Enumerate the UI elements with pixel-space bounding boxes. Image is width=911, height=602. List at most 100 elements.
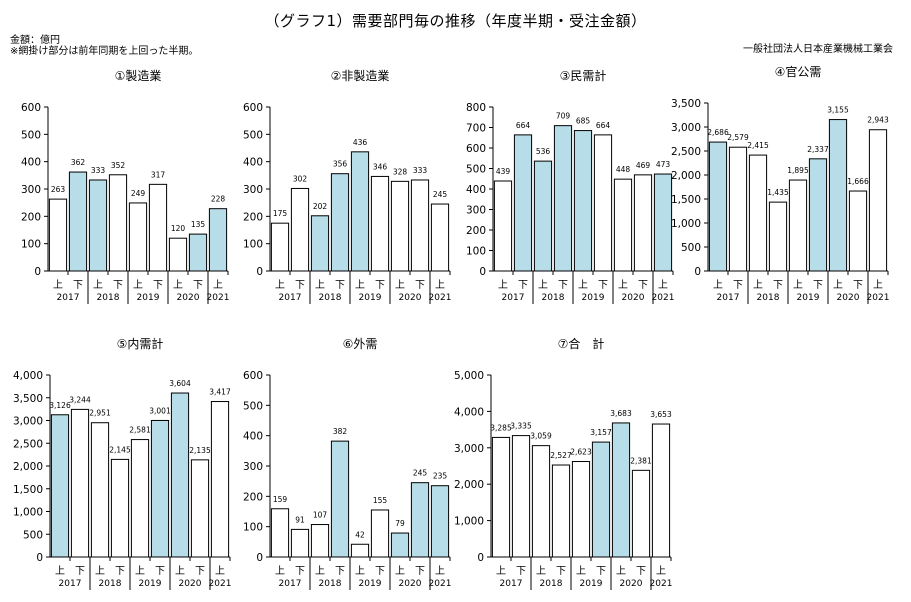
bar — [633, 174, 653, 272]
chart-title: ⑤内需計 — [117, 336, 164, 351]
bar — [808, 158, 828, 272]
data-label: 356 — [333, 160, 348, 169]
bar — [611, 422, 631, 558]
unit-note: 金額：億円 — [10, 35, 60, 46]
x-tick-label: 上 — [315, 565, 325, 577]
data-label: 685 — [576, 117, 591, 126]
x-tick-label: 上 — [53, 279, 63, 291]
bar — [631, 469, 651, 558]
y-tick-label: 1,000 — [13, 507, 43, 519]
x-tick-label: 上 — [753, 279, 763, 291]
year-label: 2020 — [179, 579, 202, 589]
bar — [110, 458, 130, 558]
bar — [788, 179, 808, 272]
data-label: 2,943 — [867, 116, 889, 125]
year-label: 2021 — [209, 579, 232, 589]
x-tick-label: 上 — [315, 279, 325, 291]
y-tick-label: 600 — [466, 143, 486, 155]
x-tick-label: 下 — [193, 280, 203, 291]
data-label: 91 — [295, 515, 305, 524]
x-tick-label: 上 — [135, 565, 145, 577]
x-tick-label: 下 — [853, 280, 863, 291]
y-tick-label: 100 — [243, 239, 263, 251]
data-label: 235 — [433, 472, 448, 481]
y-tick-label: 2,500 — [671, 146, 701, 158]
bar — [350, 543, 370, 558]
data-label: 2,135 — [189, 446, 211, 455]
y-tick-label: 400 — [466, 184, 486, 196]
data-label: 439 — [496, 167, 511, 176]
y-tick-label: 2,000 — [454, 479, 484, 491]
bar — [168, 237, 188, 272]
bar — [50, 414, 70, 558]
year-label: 2017 — [500, 579, 523, 589]
year-label: 2017 — [502, 293, 525, 303]
x-tick-label: 下 — [518, 280, 528, 291]
y-tick-label: 0 — [36, 552, 43, 564]
y-tick-label: 700 — [466, 123, 486, 135]
chart-title: ①製造業 — [115, 69, 162, 83]
bar — [330, 173, 350, 272]
bar — [571, 461, 591, 558]
year-label: 2017 — [57, 293, 80, 303]
x-tick-label: 上 — [658, 279, 668, 291]
year-label: 2018 — [540, 579, 563, 589]
y-tick-label: 2,000 — [671, 170, 701, 182]
bar — [868, 129, 888, 272]
data-label: 2,145 — [109, 445, 131, 454]
x-tick-label: 上 — [355, 565, 365, 577]
x-tick-label: 上 — [656, 565, 666, 577]
x-tick-label: 下 — [335, 566, 345, 577]
year-label: 2019 — [139, 579, 162, 589]
x-tick-label: 下 — [335, 280, 345, 291]
bar — [410, 179, 430, 272]
bar — [748, 154, 768, 272]
bar — [653, 173, 673, 272]
x-tick-label: 下 — [295, 566, 305, 577]
bar — [90, 422, 110, 558]
year-label: 2020 — [399, 293, 422, 303]
bar — [430, 485, 450, 558]
year-label: 2018 — [757, 293, 780, 303]
data-label: 2,579 — [727, 133, 749, 142]
year-label: 2019 — [797, 293, 820, 303]
year-label: 2020 — [177, 293, 200, 303]
data-label: 436 — [353, 138, 368, 147]
x-tick-label: 上 — [833, 279, 843, 291]
data-label: 448 — [616, 165, 631, 174]
data-label: 3,604 — [169, 379, 191, 388]
x-tick-label: 下 — [596, 566, 606, 577]
year-label: 2017 — [717, 293, 740, 303]
bar — [68, 171, 88, 272]
data-label: 346 — [373, 162, 388, 171]
chart-title: ②非製造業 — [331, 69, 390, 83]
year-label: 2017 — [279, 293, 302, 303]
data-label: 228 — [211, 195, 226, 204]
bar — [728, 146, 748, 272]
data-label: 245 — [433, 190, 448, 199]
bar — [531, 445, 551, 558]
year-label: 2017 — [59, 579, 82, 589]
x-tick-label: 下 — [415, 280, 425, 291]
bar — [511, 435, 531, 558]
bar — [493, 180, 513, 272]
data-label: 3,157 — [590, 428, 612, 437]
data-label: 3,155 — [827, 106, 849, 115]
x-tick-label: 下 — [415, 566, 425, 577]
data-label: 3,285 — [490, 423, 512, 432]
x-tick-label: 下 — [73, 280, 83, 291]
year-label: 2018 — [319, 579, 342, 589]
year-label: 2021 — [650, 579, 673, 589]
bar — [591, 441, 611, 558]
x-tick-label: 上 — [275, 279, 285, 291]
bar — [270, 222, 290, 272]
data-label: 2,527 — [550, 451, 572, 460]
data-label: 362 — [71, 158, 86, 167]
year-label: 2018 — [319, 293, 342, 303]
data-label: 3,001 — [149, 406, 171, 415]
data-label: 473 — [656, 160, 671, 169]
chart-title: ⑥外需 — [343, 337, 378, 351]
bar — [148, 183, 168, 272]
bar — [390, 180, 410, 272]
